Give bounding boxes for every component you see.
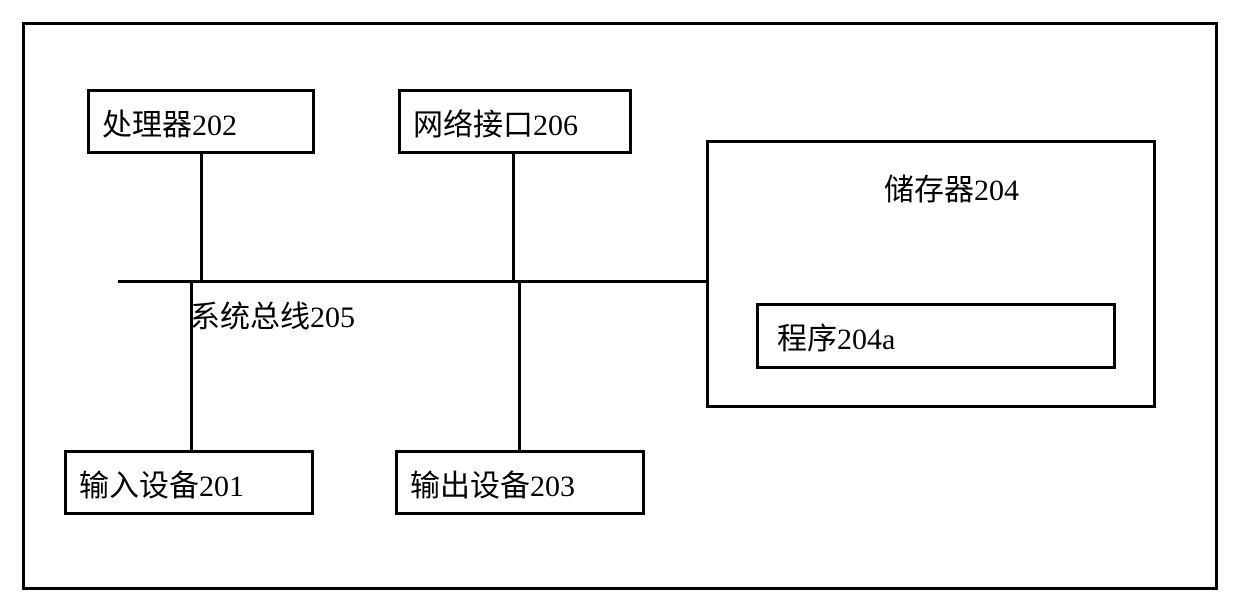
network-interface-label: 网络接口206 <box>413 100 578 144</box>
processor-label: 处理器202 <box>102 100 237 144</box>
connector-processor-bus <box>200 154 203 280</box>
connector-bus-input <box>190 283 193 450</box>
system-bus-label: 系统总线205 <box>190 292 355 336</box>
memory-label: 储存器204 <box>884 165 1019 209</box>
processor-node: 处理器202 <box>87 89 315 154</box>
connector-network-bus <box>512 154 515 280</box>
output-device-node: 输出设备203 <box>395 450 645 515</box>
connector-bus-output <box>518 283 521 450</box>
system-bus-line <box>118 280 706 283</box>
output-device-label: 输出设备203 <box>410 461 575 505</box>
memory-node: 储存器204 程序204a <box>706 140 1156 408</box>
input-device-node: 输入设备201 <box>64 450 314 515</box>
network-interface-node: 网络接口206 <box>398 89 632 154</box>
program-node: 程序204a <box>756 303 1116 369</box>
input-device-label: 输入设备201 <box>79 461 244 505</box>
program-label: 程序204a <box>777 314 895 358</box>
